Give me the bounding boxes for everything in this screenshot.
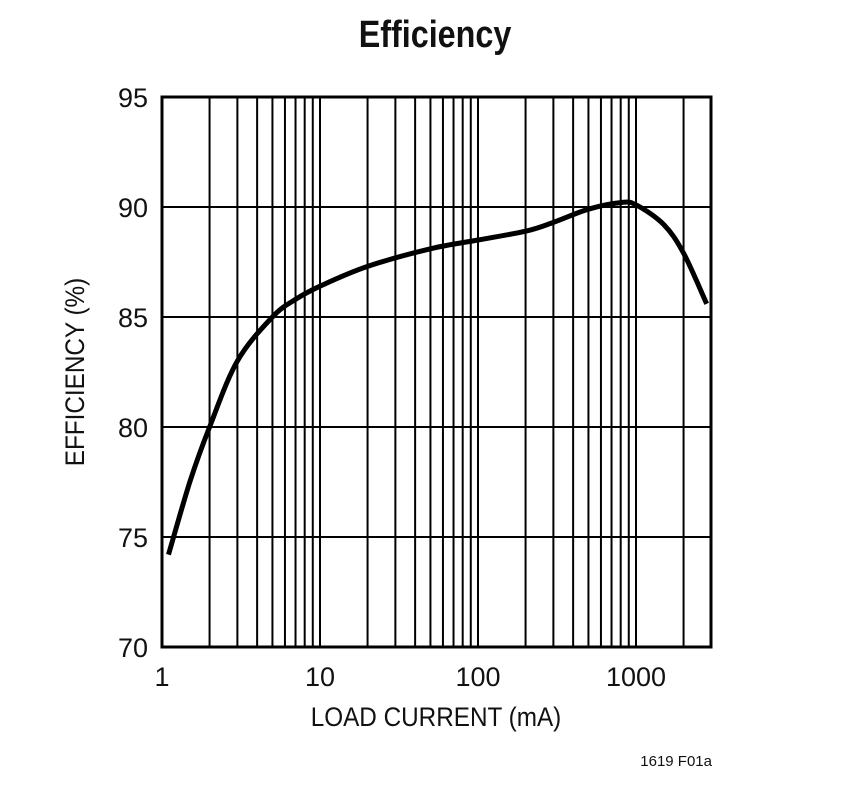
x-tick-label: 1 (154, 662, 169, 692)
y-tick-labels: 70 75 80 85 90 95 (118, 83, 148, 663)
x-tick-label: 10 (305, 662, 335, 692)
x-axis-label: LOAD CURRENT (mA) (311, 703, 562, 732)
plot-frame (160, 95, 713, 649)
figure-id: 1619 F01a (640, 753, 712, 770)
y-axis-label: EFFICIENCY (%) (61, 278, 90, 466)
y-tick-label: 85 (118, 303, 148, 333)
y-tick-label: 70 (118, 633, 148, 663)
y-tick-label: 90 (118, 193, 148, 223)
chart-title: Efficiency (358, 14, 512, 56)
y-tick-label: 75 (118, 523, 148, 553)
x-tick-label: 1000 (606, 662, 666, 692)
vertical-gridlines (208, 97, 685, 647)
x-tick-labels: 1 10 100 1000 (154, 662, 666, 692)
efficiency-curve (166, 199, 709, 556)
y-tick-label: 80 (118, 413, 148, 443)
y-tick-label: 95 (118, 83, 148, 113)
x-tick-label: 100 (455, 662, 500, 692)
